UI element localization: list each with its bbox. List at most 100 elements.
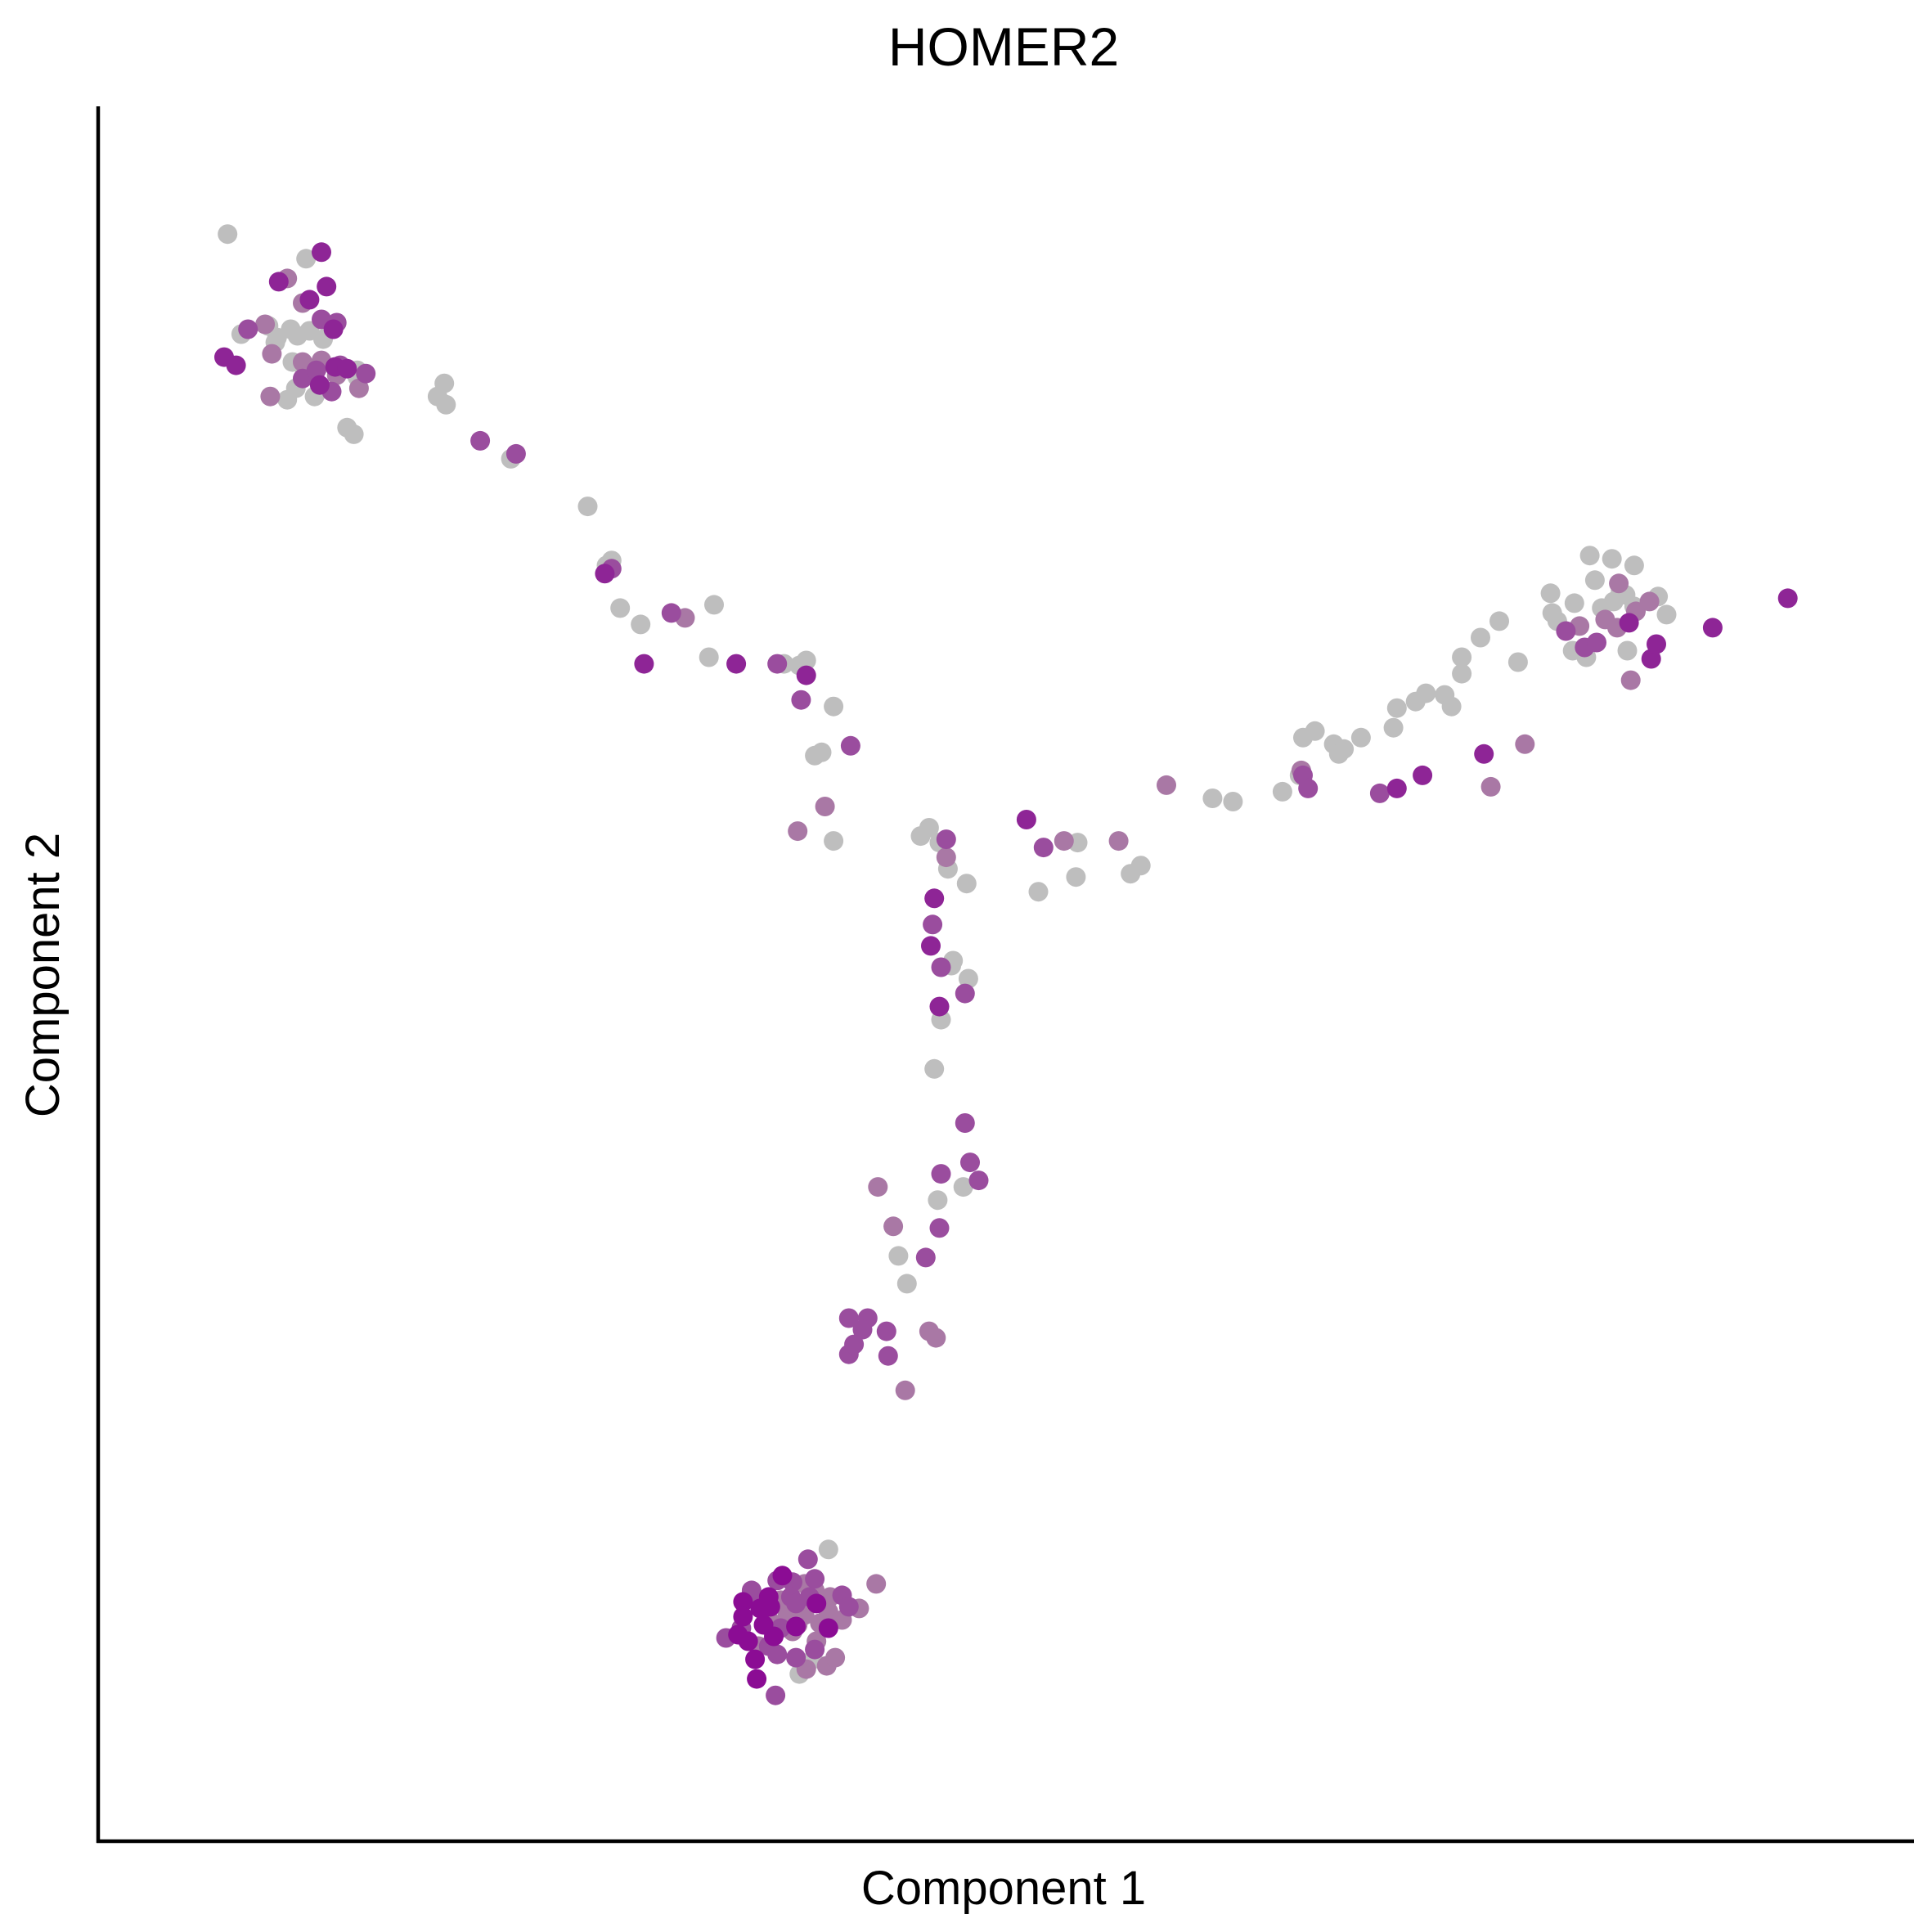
chart-title: HOMER2 (888, 16, 1119, 77)
data-point-none (1579, 546, 1600, 566)
data-point-low (260, 386, 281, 407)
data-point-high (1474, 744, 1494, 764)
data-point-high (309, 375, 330, 395)
data-point-none (818, 1539, 838, 1560)
data-point-high (1386, 778, 1407, 798)
data-point-low (1639, 591, 1660, 612)
data-point-max (806, 1593, 827, 1614)
data-point-mid (931, 957, 951, 977)
points-layer (214, 224, 1798, 1705)
data-point-max (747, 1669, 767, 1689)
data-point-mid (238, 319, 258, 339)
data-point-mid (505, 443, 526, 464)
data-point-none (1223, 792, 1243, 811)
data-point-low (788, 821, 808, 842)
data-point-none (1507, 652, 1528, 672)
data-point-high (924, 888, 945, 909)
data-point-none (1350, 727, 1371, 748)
data-point-none (1584, 570, 1605, 591)
data-point-none (824, 831, 844, 851)
data-point-none (958, 968, 978, 989)
data-point-none (1066, 867, 1086, 887)
data-point-none (956, 874, 977, 894)
data-point-none (1602, 549, 1622, 569)
data-point-high (1702, 618, 1723, 638)
data-point-mid (1033, 838, 1054, 858)
data-point-high (1016, 810, 1036, 829)
data-point-mid (786, 1647, 806, 1668)
data-point-none (953, 1177, 973, 1197)
data-point-low (1515, 734, 1535, 754)
data-point-high (1647, 634, 1666, 654)
data-point-high (929, 996, 950, 1017)
data-point-none (610, 598, 631, 618)
data-point-mid (915, 1247, 936, 1268)
data-point-mid (838, 1308, 859, 1328)
data-point-low (926, 1328, 946, 1348)
data-point-none (344, 424, 364, 444)
data-point-none (824, 696, 844, 717)
data-point-high (1641, 649, 1661, 669)
data-point-none (888, 1246, 909, 1266)
data-point-max (733, 1592, 753, 1612)
data-point-none (1386, 698, 1407, 718)
data-point-max (728, 1624, 748, 1645)
data-point-max (733, 1606, 753, 1627)
data-point-mid (955, 1113, 975, 1133)
data-point-none (296, 249, 317, 269)
data-point-none (699, 647, 719, 667)
data-point-high (634, 654, 654, 674)
data-point-mid (955, 983, 975, 1004)
data-point-high (921, 936, 941, 956)
data-point-none (1416, 683, 1436, 703)
data-point-mid (960, 1152, 980, 1173)
data-point-low (895, 1380, 915, 1400)
data-point-mid (805, 1569, 825, 1589)
data-point-none (1272, 781, 1292, 802)
data-point-high (1619, 613, 1639, 633)
data-point-high (299, 290, 320, 310)
data-point-none (1617, 640, 1638, 661)
data-point-mid (1369, 783, 1390, 803)
data-point-low (866, 1574, 887, 1594)
data-point-mid (844, 1334, 865, 1355)
data-point-low (883, 1216, 904, 1237)
data-point-mid (876, 1321, 896, 1341)
data-point-low (262, 344, 282, 364)
data-point-high (226, 355, 246, 375)
data-point-mid (766, 1685, 786, 1705)
data-point-mid (805, 1639, 825, 1660)
data-point-high (1413, 765, 1433, 785)
data-point-none (919, 818, 939, 838)
data-point-none (1452, 647, 1472, 667)
data-point-none (1564, 593, 1584, 613)
data-point-low (1054, 831, 1074, 851)
data-point-none (1383, 717, 1404, 738)
data-point-high (337, 358, 357, 379)
data-point-none (704, 595, 724, 615)
data-point-high (726, 654, 747, 674)
data-point-high (595, 564, 615, 584)
data-point-none (1441, 696, 1462, 717)
data-point-mid (1587, 632, 1606, 653)
x-axis-label: Component 1 (861, 1862, 1146, 1915)
data-point-mid (1298, 778, 1319, 798)
data-point-mid (306, 360, 326, 380)
data-point-low (936, 847, 956, 868)
data-point-high (268, 272, 289, 292)
data-point-none (896, 1274, 917, 1294)
data-point-mid (968, 1170, 989, 1191)
data-point-none (924, 1058, 945, 1079)
data-point-none (928, 1190, 948, 1211)
data-point-mid (929, 1218, 950, 1238)
data-point-low (1620, 670, 1641, 690)
data-point-mid (931, 1164, 951, 1184)
data-point-max (818, 1618, 838, 1638)
data-point-none (1305, 721, 1325, 741)
data-point-none (1028, 882, 1049, 902)
data-point-max (772, 1566, 793, 1586)
data-point-mid (661, 603, 681, 623)
data-point-high (323, 319, 344, 339)
